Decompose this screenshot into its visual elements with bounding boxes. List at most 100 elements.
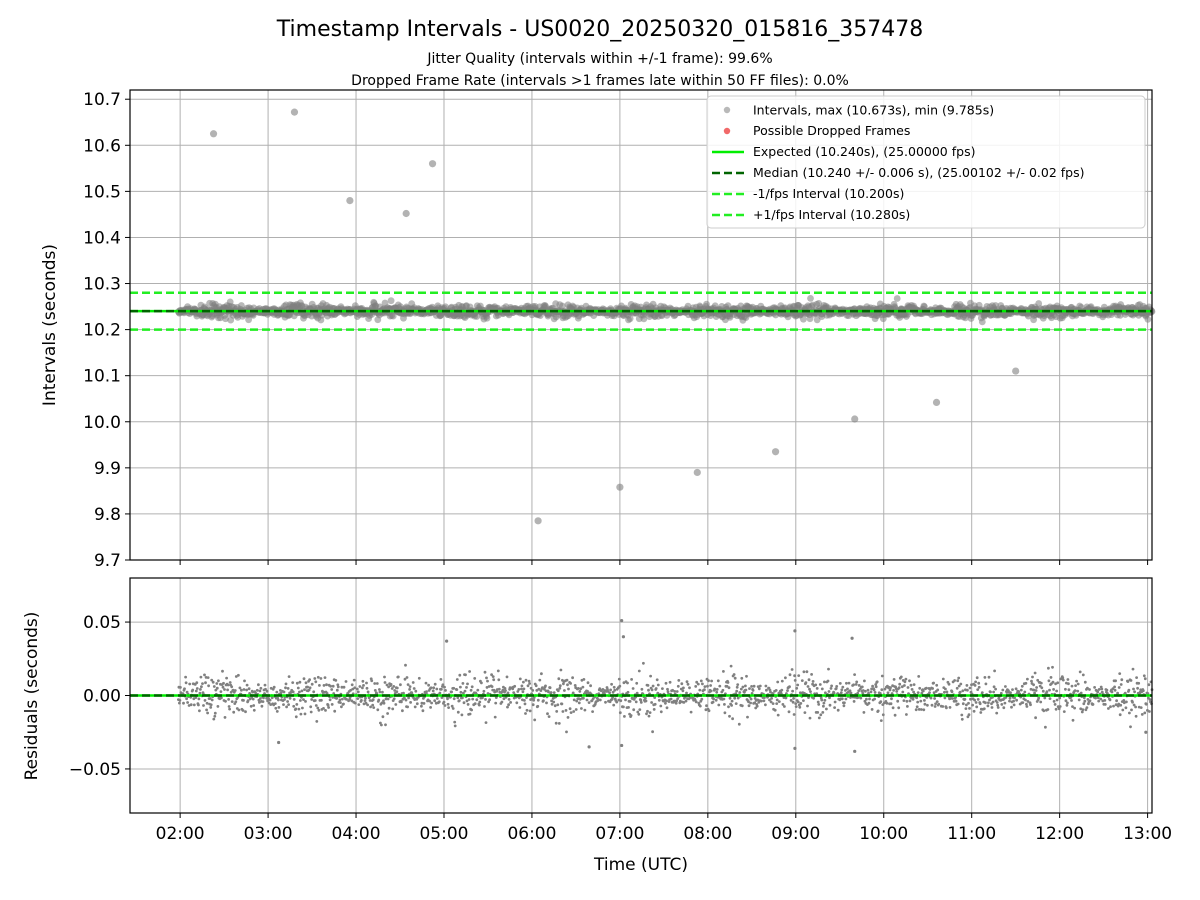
residual-point	[380, 701, 384, 705]
residual-point	[576, 687, 580, 690]
residual-point	[752, 684, 756, 688]
residual-point	[728, 696, 732, 700]
residual-point	[763, 696, 766, 699]
residual-point	[316, 675, 320, 679]
residual-point	[287, 703, 290, 706]
residual-point	[435, 687, 439, 691]
residual-point	[372, 706, 376, 709]
residual-point	[613, 688, 617, 692]
residual-point	[214, 688, 218, 692]
residual-point	[1039, 700, 1043, 704]
residual-point	[923, 702, 927, 706]
residuals-x-tick-label-6: 08:00	[683, 824, 732, 844]
residual-point	[1012, 703, 1016, 707]
residual-point	[1017, 690, 1021, 693]
residual-point	[665, 706, 669, 710]
residual-point	[468, 712, 472, 716]
residual-point	[959, 682, 963, 686]
residual-point	[350, 683, 354, 687]
residual-point	[1071, 718, 1075, 722]
residual-point	[653, 696, 657, 699]
residual-point	[812, 696, 815, 700]
intervals-y-tick-label-5: 10.2	[83, 321, 121, 341]
residual-point	[537, 687, 541, 691]
residual-point	[390, 687, 394, 690]
residual-point	[790, 668, 794, 671]
residual-point	[376, 708, 380, 712]
residual-point	[703, 685, 707, 688]
residual-point	[366, 703, 369, 707]
residual-point	[807, 678, 811, 682]
residual-point	[330, 688, 334, 691]
residual-point	[238, 686, 242, 690]
residual-point	[791, 700, 795, 704]
residual-point	[1145, 702, 1148, 706]
residual-point	[678, 699, 682, 703]
residual-point	[829, 687, 833, 690]
residual-point	[1120, 678, 1124, 682]
residual-point	[382, 701, 386, 705]
interval-outlier-3	[402, 209, 410, 218]
residual-point	[221, 685, 225, 689]
residual-point	[904, 677, 908, 681]
residual-point	[757, 687, 761, 691]
residual-point	[371, 698, 375, 702]
residual-point	[892, 689, 895, 692]
residual-point	[523, 702, 527, 706]
residual-point	[1014, 687, 1018, 691]
residual-point	[749, 701, 752, 705]
residual-point	[286, 687, 290, 690]
residual-point	[808, 687, 811, 691]
residuals-y-ticks: −0.05 0.00 0.05	[69, 613, 130, 780]
residual-point	[836, 708, 840, 712]
residual-point	[889, 702, 893, 706]
residual-point	[1004, 696, 1008, 699]
residual-point	[411, 681, 415, 684]
residual-point	[1082, 702, 1086, 706]
residual-point	[649, 674, 652, 678]
residual-point	[644, 696, 647, 700]
residual-point	[1134, 714, 1138, 718]
residual-point	[912, 690, 915, 694]
residual-point	[577, 701, 581, 705]
residual-point	[1002, 706, 1006, 710]
residual-point	[466, 682, 469, 686]
residual-point	[1013, 696, 1016, 700]
interval-point	[238, 302, 245, 309]
residual-point	[330, 703, 334, 706]
residual-point	[657, 698, 661, 702]
residual-point	[522, 680, 525, 684]
residual-point	[1118, 713, 1122, 717]
residual-point	[684, 699, 688, 703]
residual-point	[886, 691, 890, 695]
residual-point	[955, 686, 959, 690]
residual-point	[470, 685, 474, 689]
residual-point	[844, 689, 847, 692]
figure-subtitle-dropped: Dropped Frame Rate (intervals >1 frames …	[351, 73, 849, 89]
residual-point	[1052, 700, 1056, 703]
residual-point	[769, 690, 772, 694]
residual-point	[512, 691, 516, 694]
residual-point	[433, 699, 437, 703]
residual-point	[755, 704, 759, 708]
residual-point	[487, 700, 490, 704]
residual-point	[391, 707, 395, 711]
residual-point	[1088, 699, 1092, 703]
residual-point	[469, 688, 473, 692]
residual-point	[806, 704, 809, 708]
residual-point	[566, 716, 570, 719]
residual-point	[1061, 678, 1065, 682]
residual-point	[785, 692, 788, 695]
residual-point	[198, 709, 201, 713]
residual-point	[843, 701, 846, 705]
residual-point	[257, 683, 260, 687]
residual-point	[688, 686, 691, 690]
residual-point	[639, 698, 643, 702]
residual-point	[727, 705, 730, 709]
residual-point	[1132, 703, 1136, 707]
residual-point	[1077, 698, 1081, 702]
residual-point	[363, 699, 367, 702]
residual-point	[612, 685, 616, 689]
residual-point	[786, 689, 789, 692]
residual-point	[558, 684, 562, 688]
